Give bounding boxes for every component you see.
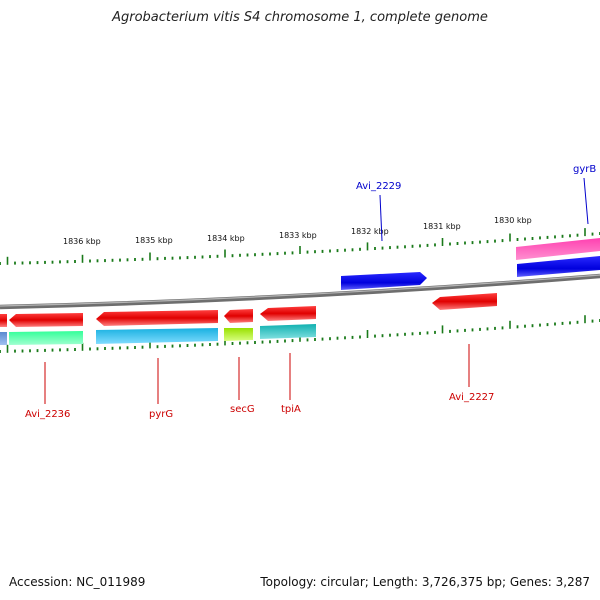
chromosome-backbone — [0, 273, 600, 310]
gene-band — [224, 328, 253, 341]
gene-band — [96, 328, 218, 344]
scale-label: 1834 kbp — [207, 234, 245, 243]
gene-feature[interactable] — [341, 272, 427, 290]
gene-feature[interactable] — [9, 313, 83, 327]
gene-label[interactable]: gyrB — [573, 164, 596, 175]
scale-label: 1830 kbp — [494, 216, 532, 225]
gene-band — [9, 331, 83, 345]
gene-label[interactable]: Avi_2236 — [25, 409, 70, 420]
accession-text: Accession: NC_011989 — [9, 575, 146, 589]
gene-feature[interactable] — [0, 314, 7, 327]
gene-feature[interactable] — [260, 306, 316, 321]
genome-summary: Topology: circular; Length: 3,726,375 bp… — [260, 575, 590, 589]
gene-label[interactable]: tpiA — [281, 404, 301, 415]
scale-label: 1832 kbp — [351, 227, 389, 236]
scale-label: 1831 kbp — [423, 222, 461, 231]
gene-feature[interactable] — [517, 256, 600, 277]
gene-label[interactable]: Avi_2229 — [356, 181, 401, 192]
map-title: Agrobacterium vitis S4 chromosome 1, com… — [112, 10, 488, 25]
gene-feature[interactable] — [516, 238, 600, 260]
gene-band — [260, 324, 316, 339]
gene-label[interactable]: secG — [230, 404, 255, 415]
gene-feature[interactable] — [224, 309, 253, 323]
gene-band — [0, 332, 7, 345]
gene-feature[interactable] — [96, 310, 218, 326]
gene-label[interactable]: pyrG — [149, 409, 173, 420]
scale-ticks-lower — [0, 315, 600, 353]
gene-label[interactable]: Avi_2227 — [449, 392, 494, 403]
gene-feature[interactable] — [432, 293, 497, 310]
scale-label: 1833 kbp — [279, 231, 317, 240]
scale-label: 1835 kbp — [135, 236, 173, 245]
scale-label: 1836 kbp — [63, 237, 101, 246]
scale-ticks-upper — [0, 228, 600, 265]
